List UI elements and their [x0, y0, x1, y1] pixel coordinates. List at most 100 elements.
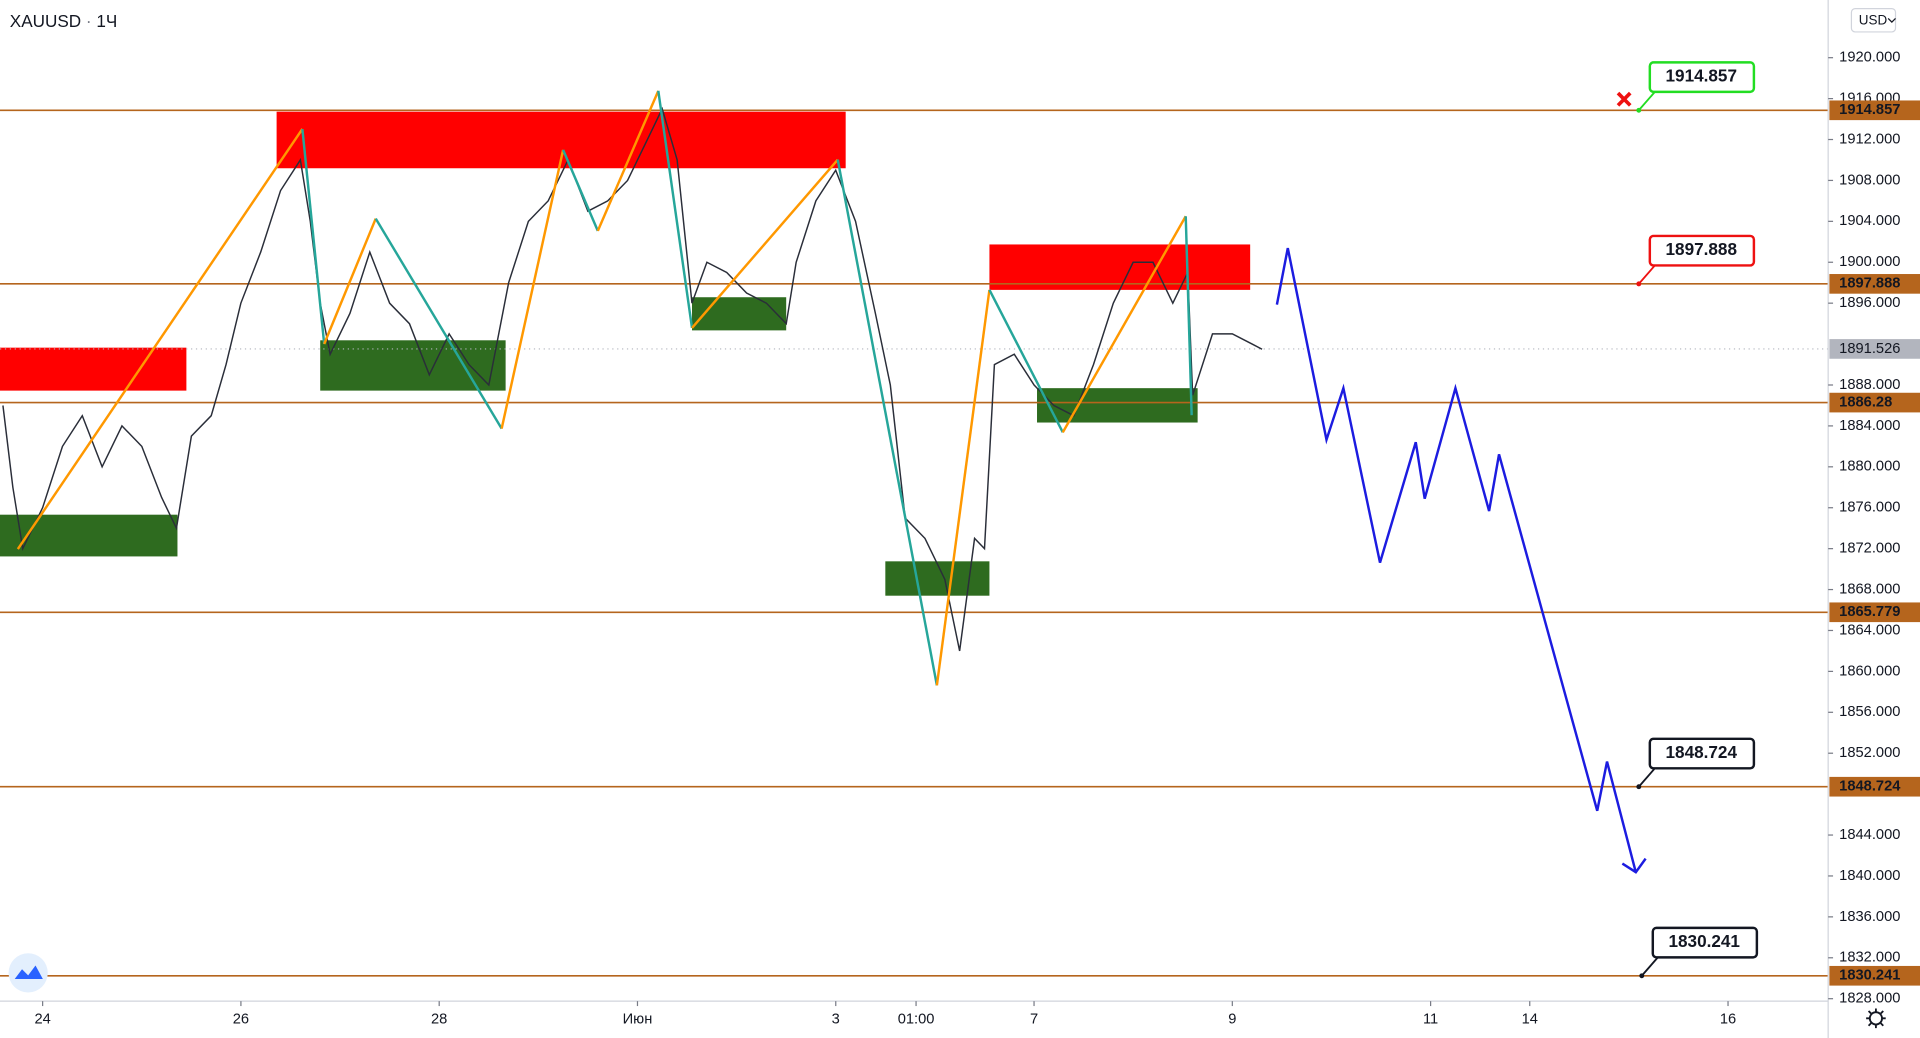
callout-label: 1830.241 — [1669, 931, 1741, 951]
x-tick-label: 3 — [832, 1011, 840, 1027]
level-price-label: 1848.724 — [1839, 779, 1901, 795]
y-tick-label: 1852.000 — [1839, 745, 1900, 761]
currency-button-box[interactable] — [1850, 7, 1897, 33]
logo-shape[interactable] — [14, 965, 43, 980]
callout-box — [1651, 926, 1759, 959]
x-tick-label: 7 — [1030, 1011, 1038, 1027]
callout-pointer — [1638, 766, 1657, 788]
y-tick-label: 1888.000 — [1839, 377, 1900, 393]
y-tick-label: 1900.000 — [1839, 254, 1900, 270]
x-tick-label: Июн — [623, 1011, 653, 1027]
callout-point — [1639, 973, 1645, 979]
zigzag-segment — [561, 149, 599, 232]
currency-button[interactable]: USD — [1850, 7, 1897, 33]
symbol: XAUUSD — [10, 11, 81, 31]
callout-box — [1648, 234, 1756, 267]
lines-layer — [0, 90, 1829, 977]
zigzag-segment — [500, 149, 565, 429]
current-price-label: 1891.526 — [1839, 341, 1900, 357]
callout-point — [1636, 784, 1642, 790]
y-tick-label: 1908.000 — [1839, 172, 1900, 188]
level-price-label: 1914.857 — [1839, 102, 1900, 118]
y-tick-label: 1868.000 — [1839, 581, 1900, 597]
marks-layer: 1914.857 1897.888 1848.724 1830.241 — [1616, 61, 1759, 979]
cancel-cross — [1616, 91, 1632, 107]
zone — [320, 340, 506, 391]
currency-caret[interactable] — [1887, 17, 1896, 23]
settings-icon[interactable] — [1866, 1008, 1886, 1029]
y-tick-label: 1884.000 — [1839, 418, 1900, 434]
x-tick-label: 16 — [1720, 1011, 1736, 1027]
current-price-box — [1829, 339, 1920, 359]
zigzag-segment — [657, 90, 694, 329]
y-tick-label: 1864.000 — [1839, 622, 1900, 638]
x-tick-label: 26 — [233, 1011, 249, 1027]
level-price-label: 1897.888 — [1839, 276, 1900, 292]
y-tick-label: 1876.000 — [1839, 500, 1900, 516]
interval: 1Ч — [96, 11, 117, 31]
callout-label: 1848.724 — [1666, 742, 1738, 762]
y-tick-label: 1896.000 — [1839, 295, 1900, 311]
callout-box — [1648, 737, 1756, 770]
callout-point — [1636, 107, 1642, 113]
zigzag-segment — [16, 128, 304, 550]
zigzag-segment — [323, 218, 377, 345]
level-price-label: 1865.779 — [1839, 604, 1900, 620]
symbol-header: XAUUSD · 1Ч — [10, 11, 118, 31]
y-tick-label: 1856.000 — [1839, 704, 1900, 720]
zigzag-segment — [988, 289, 1064, 433]
level-price-box — [1829, 602, 1920, 623]
callout-box — [1648, 61, 1756, 94]
separator: · — [81, 11, 96, 31]
zone — [692, 297, 787, 331]
y-tick-label: 1904.000 — [1839, 213, 1900, 229]
logo-circle[interactable] — [8, 953, 48, 993]
callout-pointer — [1641, 955, 1660, 977]
y-tick-label: 1828.000 — [1839, 991, 1900, 1007]
level-price-label: 1830.241 — [1839, 968, 1900, 984]
axis-layer: 1920.0001916.0001912.0001908.0001904.000… — [34, 50, 1920, 1027]
callout-label: 1897.888 — [1666, 239, 1738, 259]
level-price-box — [1829, 274, 1920, 294]
zone — [885, 561, 990, 596]
zigzag-segment — [301, 128, 326, 345]
zigzag-segment — [596, 90, 660, 232]
zone — [0, 347, 187, 391]
y-tick-label: 1844.000 — [1839, 827, 1900, 843]
settings-teeth[interactable] — [1866, 1008, 1886, 1029]
level-price-box — [1829, 100, 1920, 121]
x-tick-label: 14 — [1522, 1011, 1538, 1027]
level-price-box — [1829, 965, 1920, 986]
x-tick-label: 28 — [431, 1011, 447, 1027]
zigzag-segment — [691, 158, 839, 329]
y-tick-label: 1836.000 — [1839, 909, 1900, 925]
callout-label: 1914.857 — [1666, 66, 1737, 86]
x-tick-label: 9 — [1228, 1011, 1236, 1027]
zigzag-segment — [1061, 215, 1187, 433]
zone — [1037, 388, 1198, 423]
y-tick-label: 1920.000 — [1839, 50, 1900, 66]
forecast-path — [1275, 247, 1637, 873]
y-tick-label: 1880.000 — [1839, 459, 1900, 475]
y-tick-label: 1832.000 — [1839, 950, 1900, 966]
zigzag-segment — [836, 159, 939, 686]
callout-point — [1636, 281, 1642, 287]
price-line — [2, 106, 1263, 652]
zigzag-segment — [1184, 216, 1193, 416]
logo[interactable] — [8, 953, 48, 993]
callout-pointer — [1638, 90, 1657, 111]
y-tick-label: 1840.000 — [1839, 868, 1900, 884]
zigzag-segment — [374, 217, 503, 430]
forecast-arrowhead — [1621, 857, 1647, 874]
x-tick-label: 24 — [34, 1011, 50, 1027]
y-tick-label: 1872.000 — [1839, 541, 1900, 557]
level-price-box — [1829, 392, 1920, 413]
level-price-box — [1829, 776, 1920, 797]
currency-label[interactable]: USD — [1859, 12, 1888, 27]
x-tick-label: 11 — [1423, 1011, 1438, 1027]
y-tick-label: 1912.000 — [1839, 131, 1900, 147]
y-tick-label: 1860.000 — [1839, 663, 1900, 679]
zigzag-segment — [935, 289, 991, 686]
